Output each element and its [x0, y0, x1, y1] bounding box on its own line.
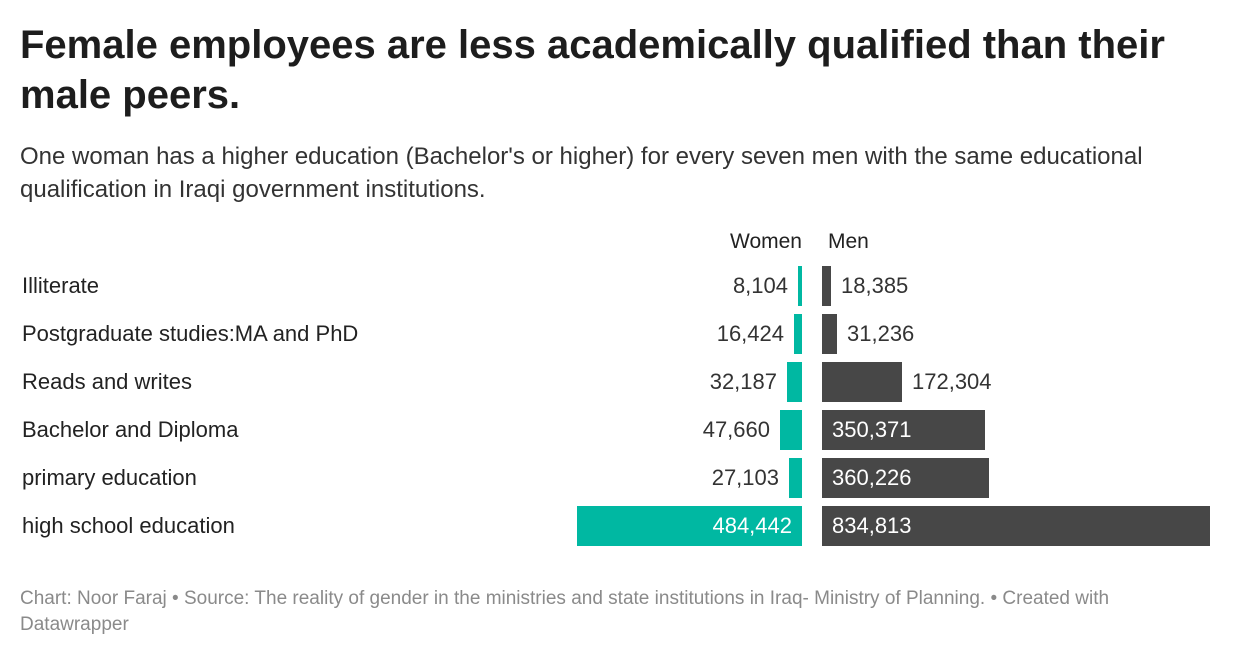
women-value-label: 32,187: [709, 369, 777, 394]
men-value-label: 31,236: [847, 321, 915, 346]
men-value-label: 834,813: [832, 513, 912, 538]
chart-subtitle: One woman has a higher education (Bachel…: [20, 143, 1143, 203]
category-label: Bachelor and Diploma: [22, 417, 239, 442]
women-bar: [577, 506, 802, 546]
women-bar: [780, 410, 802, 450]
women-value-label: 484,442: [712, 513, 792, 538]
women-value-label: 47,660: [702, 417, 770, 442]
men-value-label: 350,371: [832, 417, 912, 442]
category-label: primary education: [22, 465, 197, 490]
men-bar: [822, 410, 985, 450]
men-value-label: 360,226: [832, 465, 912, 490]
men-bar: [822, 314, 837, 354]
women-value-label: 16,424: [716, 321, 784, 346]
women-column-header: Women: [730, 230, 802, 253]
chart-footer: Chart: Noor Faraj • Source: The reality …: [20, 588, 1110, 635]
men-value-label: 172,304: [912, 369, 992, 394]
women-bar: [794, 314, 802, 354]
women-value-label: 27,103: [711, 465, 779, 490]
men-value-label: 18,385: [841, 273, 909, 298]
women-bar: [798, 266, 802, 306]
category-label: Illiterate: [22, 273, 100, 298]
men-bar: [822, 506, 1210, 546]
chart-title: Female employees are less academically q…: [20, 23, 1165, 117]
men-bar: [822, 266, 831, 306]
women-value-label: 8,104: [732, 273, 788, 298]
category-label: Reads and writes: [22, 369, 192, 394]
men-bar: [822, 458, 989, 498]
women-bar: [789, 458, 802, 498]
men-column-header: Men: [828, 230, 869, 253]
category-label: Postgraduate studies:MA and PhD: [22, 321, 359, 346]
men-bar: [822, 362, 902, 402]
category-label: high school education: [22, 513, 235, 538]
women-bar: [787, 362, 802, 402]
